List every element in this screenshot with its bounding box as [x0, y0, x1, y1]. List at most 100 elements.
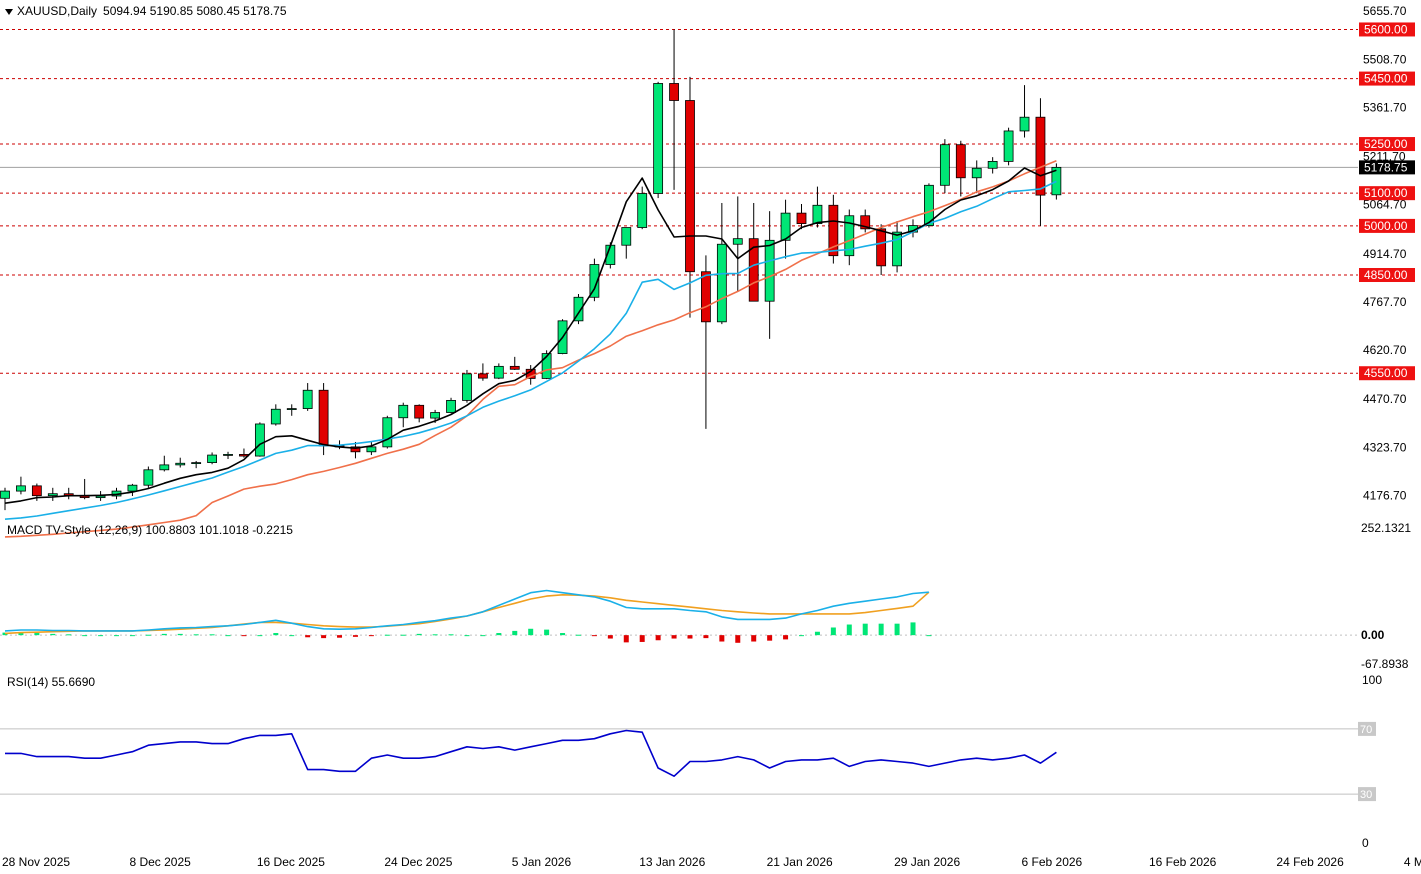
- candle[interactable]: [398, 402, 409, 428]
- candle[interactable]: [924, 183, 934, 228]
- macd-histogram-bar: [846, 624, 852, 636]
- candle[interactable]: [955, 140, 966, 197]
- time-axis[interactable]: 28 Nov 2025 8 Dec 2025 16 Dec 2025 24 Dec 2…: [2, 855, 1421, 869]
- candle[interactable]: [796, 203, 807, 230]
- bull-candle-body: [637, 193, 648, 228]
- macd-histogram-bar: [289, 635, 295, 637]
- price-level-tag[interactable]: 5600.00: [1359, 22, 1415, 36]
- candle[interactable]: [780, 199, 791, 259]
- price-level-tag[interactable]: 4850.00: [1359, 268, 1415, 283]
- candle[interactable]: [653, 81, 664, 199]
- price-tick-label: 5064.70: [1363, 198, 1407, 212]
- candle[interactable]: [748, 202, 759, 302]
- candle[interactable]: [366, 441, 377, 456]
- collapse-triangle-icon[interactable]: [5, 8, 13, 15]
- price-level-tag[interactable]: 5100.00: [1359, 186, 1415, 201]
- bull-candle-body: [892, 231, 902, 267]
- price-panel[interactable]: [0, 28, 1358, 538]
- current-price-tag[interactable]: 5178.75: [1359, 160, 1415, 175]
- macd-histogram-bar: [50, 633, 56, 636]
- candle[interactable]: [207, 452, 217, 465]
- candle[interactable]: [159, 455, 170, 472]
- bear-candle-body: [828, 204, 839, 257]
- candle[interactable]: [541, 350, 552, 380]
- candle[interactable]: [685, 76, 695, 318]
- price-level-tag[interactable]: 5000.00: [1359, 218, 1415, 233]
- candle[interactable]: [127, 483, 138, 496]
- candle[interactable]: [1035, 98, 1046, 226]
- candle[interactable]: [63, 487, 74, 500]
- candle[interactable]: [876, 224, 887, 276]
- candle[interactable]: [971, 160, 982, 194]
- price-level-tag-bg: [1359, 186, 1415, 201]
- candle[interactable]: [987, 157, 998, 174]
- candle[interactable]: [764, 211, 775, 339]
- candle[interactable]: [621, 227, 632, 259]
- candle[interactable]: [462, 369, 472, 403]
- bear-candle-body: [955, 144, 966, 179]
- date-tick-label: 29 Jan 2026: [894, 855, 960, 869]
- candle[interactable]: [669, 29, 679, 190]
- price-level-tag[interactable]: 5250.00: [1359, 137, 1415, 152]
- macd-panel[interactable]: [0, 589, 1358, 643]
- bull-candle-body: [1019, 116, 1030, 132]
- candle[interactable]: [446, 397, 456, 414]
- macd-histogram-bar: [352, 635, 358, 637]
- candle[interactable]: [254, 422, 265, 457]
- candle[interactable]: [732, 196, 743, 292]
- bull-candle-body: [732, 238, 743, 245]
- rsi-level-tag-bg: [1358, 787, 1376, 802]
- macd-histogram-bar: [591, 635, 597, 637]
- macd-signal-line: [4, 591, 930, 635]
- candle[interactable]: [860, 209, 871, 233]
- price-level-tag[interactable]: 4550.00: [1359, 366, 1415, 381]
- candle[interactable]: [892, 220, 902, 273]
- candle[interactable]: [477, 363, 488, 381]
- candle[interactable]: [828, 194, 839, 264]
- candle[interactable]: [1003, 127, 1014, 166]
- date-tick-label: 5 Jan 2026: [512, 855, 572, 869]
- candle[interactable]: [716, 202, 727, 325]
- candle[interactable]: [223, 451, 233, 459]
- candle[interactable]: [350, 441, 361, 459]
- bear-candle-body: [477, 373, 488, 379]
- candle[interactable]: [286, 404, 297, 416]
- candle[interactable]: [382, 415, 393, 449]
- bull-candle-body: [812, 204, 823, 225]
- candle[interactable]: [302, 383, 313, 411]
- candle[interactable]: [573, 293, 584, 325]
- candle[interactable]: [939, 139, 950, 194]
- candle[interactable]: [191, 460, 202, 469]
- candle[interactable]: [270, 404, 281, 426]
- candle[interactable]: [414, 404, 425, 423]
- bear-candle-body: [414, 404, 425, 419]
- rsi-line: [5, 729, 1057, 778]
- macd-tick-label: -67.8938: [1361, 657, 1409, 671]
- candle[interactable]: [143, 466, 154, 488]
- macd-histogram-bar: [480, 635, 486, 637]
- price-level-tag-text: 5600.00: [1364, 22, 1408, 36]
- candle[interactable]: [509, 356, 520, 370]
- candle[interactable]: [175, 457, 186, 468]
- rsi-panel[interactable]: [0, 728, 1358, 795]
- macd-histogram-bar: [910, 622, 916, 636]
- bull-candle-body: [302, 389, 313, 409]
- candle[interactable]: [812, 186, 823, 228]
- macd-histogram-bar: [528, 628, 534, 636]
- candle[interactable]: [493, 363, 504, 380]
- candle[interactable]: [47, 487, 58, 501]
- candle[interactable]: [1019, 85, 1030, 138]
- candle[interactable]: [0, 487, 10, 511]
- candle[interactable]: [637, 186, 648, 230]
- candle[interactable]: [701, 255, 711, 429]
- price-axis[interactable]: 5655.70 5508.70 5361.70 4914.70 4767.70 4620.…: [1358, 4, 1415, 850]
- macd-histogram-bar: [655, 635, 661, 641]
- candle[interactable]: [844, 209, 855, 266]
- rsi-level-tag-text: 30: [1360, 789, 1372, 801]
- price-level-tag[interactable]: 5450.00: [1359, 71, 1415, 86]
- macd-histogram-bar: [767, 635, 773, 641]
- candle[interactable]: [589, 258, 600, 302]
- macd-histogram-bar: [512, 630, 518, 636]
- candle[interactable]: [16, 476, 26, 495]
- bull-candle-body: [541, 353, 552, 379]
